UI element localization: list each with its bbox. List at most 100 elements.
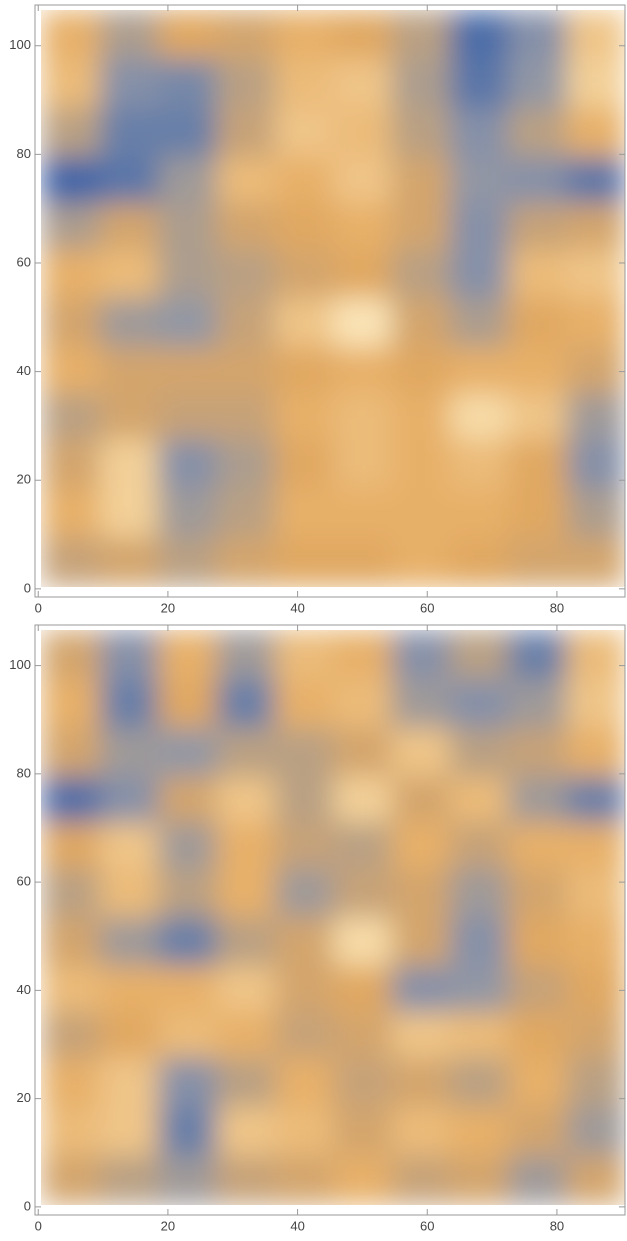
density-cell [508,157,568,204]
density-cell [274,298,334,348]
y-tick-label: 0 [24,1198,31,1213]
density-cell [41,776,101,824]
density-cell [333,439,393,489]
x-tick-label: 40 [290,600,304,615]
density-cell [41,298,101,348]
density-cell [333,157,393,204]
density-cell [274,108,334,158]
density-cell [99,630,159,680]
density-cell [99,537,159,587]
density-field [41,10,626,587]
density-cell [274,868,334,918]
density-cell [449,347,509,394]
density-cell [41,488,101,538]
density-cell [566,203,626,250]
density-cell [566,966,626,1013]
density-cell [449,439,509,489]
density-cell [333,727,393,778]
density-cell [508,393,568,440]
density-cell [391,630,451,680]
y-tick-label: 40 [17,982,31,997]
density-cell [274,439,334,489]
density-cell [449,1058,509,1108]
density-cell [99,298,159,348]
density-cell [508,1155,568,1205]
density-cell [274,393,334,440]
density-cell [566,393,626,440]
density-cell [41,679,101,729]
density-cell [391,1106,451,1156]
density-cell [99,393,159,440]
density-cell [274,822,334,870]
density-cell [99,917,159,967]
density-cell [216,1106,276,1156]
y-tick-label: 60 [17,874,31,889]
density-cell [99,108,159,158]
density-cell [216,347,276,394]
density-cell [158,59,218,109]
density-cell [449,10,509,60]
density-cell [333,1155,393,1205]
x-tick-label: 60 [420,600,434,615]
density-cell [508,966,568,1013]
density-cell [333,966,393,1013]
x-tick-label: 40 [290,1218,304,1233]
density-cell [158,630,218,680]
density-cell [158,868,218,918]
density-cell [99,347,159,394]
density-cell [391,108,451,158]
density-cell [41,1058,101,1108]
density-cell [99,10,159,60]
density-cell [216,1058,276,1108]
density-cell [216,917,276,967]
density-cell [158,679,218,729]
density-cell [216,157,276,204]
density-cell [158,727,218,778]
x-tick-label: 20 [161,600,175,615]
density-cell [158,1155,218,1205]
density-cell [333,108,393,158]
density-cell [333,776,393,824]
density-cell [158,298,218,348]
density-cell [333,679,393,729]
density-cell [566,776,626,824]
density-cell [216,10,276,60]
x-tick-label: 80 [550,600,564,615]
density-cell [216,630,276,680]
density-cell [391,488,451,538]
density-cell [333,10,393,60]
density-cell [449,679,509,729]
density-cell [449,1012,509,1059]
density-cell [566,630,626,680]
density-cell [508,59,568,109]
density-cell [158,1106,218,1156]
density-cell [333,393,393,440]
density-cell [274,347,334,394]
density-cell [508,488,568,538]
density-cell [508,1012,568,1059]
density-cell [99,1106,159,1156]
density-cell [216,203,276,250]
density-cell [41,10,101,60]
density-cell [566,157,626,204]
density-cell [99,488,159,538]
density-cell [566,1058,626,1108]
density-cell [99,679,159,729]
density-cell [449,298,509,348]
density-cell [391,1155,451,1205]
density-cell [333,1012,393,1059]
density-cell [216,966,276,1013]
density-cell [391,537,451,587]
density-cell [216,393,276,440]
density-cell [99,727,159,778]
x-tick-label: 60 [420,1218,434,1233]
density-cell [41,822,101,870]
density-cell [333,1106,393,1156]
density-cell [41,393,101,440]
density-cell [216,537,276,587]
density-cell [333,347,393,394]
plot-frame [34,4,626,598]
density-cell [41,347,101,394]
density-cell [216,249,276,299]
density-cell [333,1058,393,1108]
